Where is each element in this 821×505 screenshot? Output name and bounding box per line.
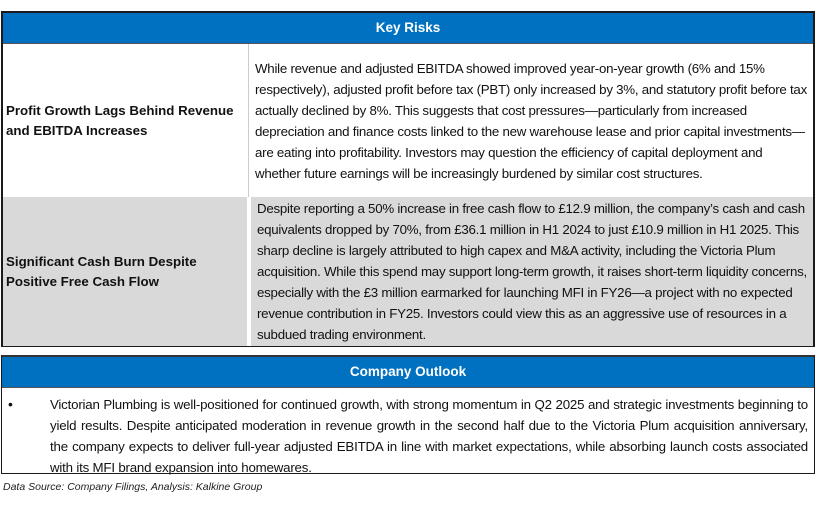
outlook-text: Victorian Plumbing is well-positioned fo… (50, 397, 808, 475)
risk-description: Despite reporting a 50% increase in free… (249, 197, 813, 346)
company-outlook-table: Company Outlook • Victorian Plumbing is … (1, 355, 815, 475)
key-risks-header: Key Risks (3, 13, 813, 44)
table-row: Significant Cash Burn Despite Positive F… (3, 197, 813, 346)
risk-description: While revenue and adjusted EBITDA showed… (255, 60, 807, 181)
table-row: Profit Growth Lags Behind Revenue and EB… (3, 44, 813, 197)
key-risks-table: Key Risks Profit Growth Lags Behind Reve… (1, 11, 815, 347)
data-source-note: Data Source: Company Filings, Analysis: … (3, 481, 263, 493)
company-outlook-header: Company Outlook (2, 357, 814, 388)
risk-label: Profit Growth Lags Behind Revenue and EB… (3, 44, 249, 197)
risk-label: Significant Cash Burn Despite Positive F… (3, 197, 249, 346)
list-item: • Victorian Plumbing is well-positioned … (2, 388, 814, 478)
bullet-icon: • (8, 396, 13, 412)
